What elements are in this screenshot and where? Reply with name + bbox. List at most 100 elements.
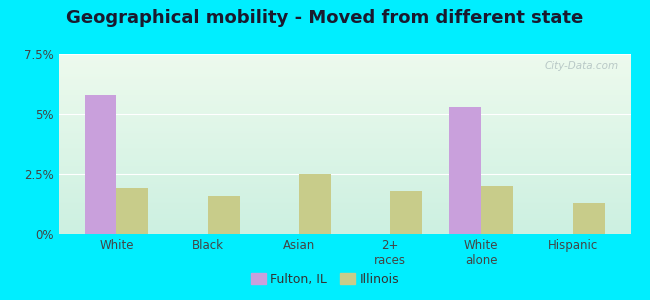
Bar [58, 157, 630, 158]
Bar [58, 135, 630, 137]
Bar [58, 164, 630, 166]
Bar [58, 227, 630, 229]
Bar [58, 207, 630, 209]
Bar [58, 221, 630, 223]
Bar [58, 176, 630, 178]
Bar [58, 97, 630, 99]
Bar [58, 203, 630, 205]
Bar [58, 200, 630, 202]
Bar [58, 54, 630, 56]
Bar [58, 122, 630, 124]
Bar [58, 130, 630, 131]
Bar [58, 142, 630, 144]
Bar [58, 140, 630, 142]
Bar [58, 175, 630, 176]
Bar [58, 218, 630, 220]
Bar [58, 232, 630, 234]
Bar [58, 74, 630, 76]
Bar [58, 83, 630, 85]
Bar [58, 216, 630, 218]
Bar [58, 86, 630, 88]
Bar [58, 225, 630, 227]
Bar [58, 151, 630, 153]
Bar [58, 162, 630, 164]
Bar [58, 63, 630, 65]
Bar [390, 191, 422, 234]
Bar [58, 173, 630, 175]
Bar [58, 212, 630, 214]
Bar [58, 90, 630, 92]
Bar [58, 81, 630, 83]
Bar [58, 85, 630, 86]
Bar [58, 68, 630, 70]
Bar [58, 189, 630, 191]
Bar [58, 110, 630, 112]
Bar [58, 58, 630, 59]
Bar [58, 211, 630, 212]
Bar [58, 191, 630, 193]
Text: Geographical mobility - Moved from different state: Geographical mobility - Moved from diffe… [66, 9, 584, 27]
Bar [58, 169, 630, 171]
Bar [58, 198, 630, 200]
Bar [58, 124, 630, 126]
Bar [58, 184, 630, 185]
Bar [58, 65, 630, 67]
Bar [58, 59, 630, 61]
Bar [58, 104, 630, 106]
Bar [58, 72, 630, 74]
Bar [58, 148, 630, 149]
Bar [58, 112, 630, 113]
Bar [58, 205, 630, 207]
Bar [58, 77, 630, 79]
Bar [58, 131, 630, 133]
Bar [58, 67, 630, 68]
Bar [58, 119, 630, 121]
Bar [58, 108, 630, 110]
Bar [58, 160, 630, 162]
Bar [58, 178, 630, 180]
Bar [116, 188, 148, 234]
Bar [58, 106, 630, 108]
Bar [58, 126, 630, 128]
Bar [58, 95, 630, 97]
Bar [58, 196, 630, 198]
Bar [58, 153, 630, 155]
Bar [58, 137, 630, 139]
Bar [58, 103, 630, 104]
Bar [58, 115, 630, 117]
Bar [58, 180, 630, 182]
Bar [58, 182, 630, 184]
Bar [58, 56, 630, 58]
Bar [58, 79, 630, 81]
Bar [58, 101, 630, 103]
Bar [58, 229, 630, 230]
Bar [58, 223, 630, 225]
Bar [58, 202, 630, 203]
Bar [58, 187, 630, 189]
Bar [58, 70, 630, 72]
Bar [58, 88, 630, 90]
Bar [58, 209, 630, 211]
Bar [58, 113, 630, 115]
Bar [58, 214, 630, 216]
Bar [58, 185, 630, 187]
Bar [449, 107, 482, 234]
Bar [58, 166, 630, 167]
Bar [58, 139, 630, 140]
Bar [58, 167, 630, 169]
Bar [58, 220, 630, 221]
Bar [84, 95, 116, 234]
Bar [58, 76, 630, 77]
Bar [58, 171, 630, 173]
Bar [58, 149, 630, 151]
Bar [207, 196, 240, 234]
Bar [58, 94, 630, 95]
Bar [58, 61, 630, 63]
Bar [58, 133, 630, 135]
Bar [58, 99, 630, 101]
Text: City-Data.com: City-Data.com [545, 61, 619, 71]
Bar [58, 230, 630, 232]
Bar [58, 128, 630, 130]
Bar [58, 92, 630, 94]
Legend: Fulton, IL, Illinois: Fulton, IL, Illinois [246, 268, 404, 291]
